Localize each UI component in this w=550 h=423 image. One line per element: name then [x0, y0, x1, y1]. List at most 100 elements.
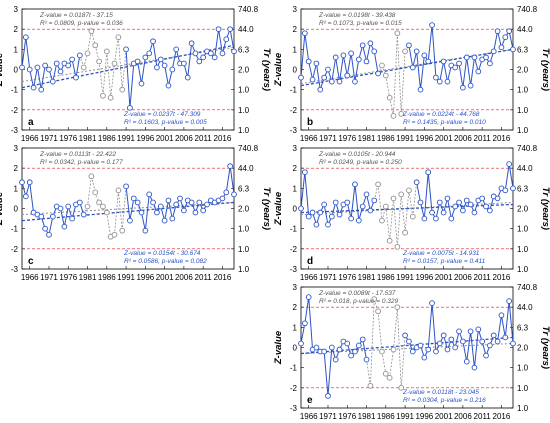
data-point	[460, 207, 466, 214]
data-point	[417, 199, 424, 206]
data-point	[313, 344, 320, 351]
data-point	[483, 54, 489, 61]
x-tick-label: 2006	[175, 134, 193, 143]
data-point	[19, 179, 25, 186]
series-segment	[346, 53, 352, 76]
series-segment	[381, 351, 387, 374]
series-segment	[40, 65, 46, 90]
data-point	[413, 48, 420, 55]
data-point	[211, 54, 218, 61]
data-point	[26, 179, 33, 186]
y2-tick-label: 1.0	[517, 404, 529, 413]
series-segment	[396, 33, 402, 114]
series-segment	[396, 307, 402, 388]
data-point	[498, 312, 505, 319]
series-segment	[366, 359, 371, 386]
data-point	[494, 195, 501, 202]
data-point	[409, 64, 416, 71]
y2-axis-title: Tr (years)	[540, 187, 550, 230]
data-point	[440, 332, 447, 339]
data-point	[119, 86, 126, 93]
y-tick-label: 2	[293, 25, 298, 34]
series-segment	[366, 43, 371, 62]
data-point	[371, 197, 378, 204]
trend-line-blue	[300, 203, 514, 214]
y2-tick-label: 2.0	[517, 66, 529, 75]
data-point	[325, 221, 331, 228]
equation-gray-1: Z-value = 0.0105t - 20.944	[318, 151, 396, 158]
series-segment	[171, 49, 177, 70]
data-point	[46, 66, 52, 73]
data-point	[123, 46, 129, 53]
data-point	[96, 58, 102, 65]
series-segment	[29, 182, 35, 213]
series-segment	[214, 29, 220, 58]
series-segment	[229, 29, 235, 52]
series-segment	[141, 212, 146, 231]
data-point	[111, 231, 118, 238]
data-point	[192, 209, 199, 216]
data-point	[471, 209, 478, 216]
x-tick-label: 2001	[156, 273, 174, 282]
data-point	[436, 199, 443, 206]
data-point	[402, 48, 408, 55]
y-tick-label: 1	[14, 184, 19, 193]
x-tick-label: 1991	[396, 273, 414, 282]
series-segment	[114, 37, 119, 64]
data-point	[231, 191, 237, 198]
data-point	[375, 181, 381, 188]
data-point	[406, 42, 412, 49]
data-point	[134, 199, 141, 206]
series-segment	[473, 329, 479, 368]
data-point	[100, 203, 106, 210]
data-point	[19, 64, 25, 71]
data-point	[467, 201, 474, 208]
data-point	[305, 294, 312, 300]
x-tick-label: 2001	[156, 134, 174, 143]
data-point	[510, 185, 516, 192]
y-tick-label: 0	[293, 205, 298, 214]
data-point	[69, 215, 75, 222]
data-point	[398, 191, 405, 198]
series-segment	[52, 63, 58, 82]
data-point	[173, 46, 180, 53]
y2-tick-label: 740.8	[517, 5, 538, 14]
y2-tick-label: 1.0	[517, 86, 529, 95]
data-point	[413, 179, 420, 186]
series-segment	[87, 176, 92, 207]
data-point	[367, 207, 374, 214]
y-tick-label: -3	[290, 265, 298, 274]
data-point	[487, 207, 493, 214]
y-tick-label: 3	[293, 5, 298, 14]
data-point	[498, 44, 505, 51]
y2-tick-label: 740.8	[238, 5, 259, 14]
data-point	[196, 58, 203, 65]
data-point	[130, 195, 137, 202]
data-point	[111, 60, 118, 67]
data-point	[494, 338, 501, 345]
x-tick-label: 2016	[493, 273, 511, 282]
series-segment	[129, 63, 135, 108]
series-segment	[229, 166, 235, 195]
data-point	[479, 195, 486, 202]
y2-tick-label: 1.0	[238, 225, 250, 234]
data-point	[309, 76, 316, 83]
data-point	[76, 52, 83, 59]
series-segment	[129, 198, 135, 221]
data-point	[386, 374, 393, 381]
y-tick-label: -1	[290, 364, 298, 373]
y-axis-title: Z-value	[273, 52, 284, 87]
y-tick-label: -3	[11, 126, 19, 135]
data-point	[421, 52, 428, 59]
data-point	[394, 304, 401, 311]
series-segment	[389, 198, 394, 241]
data-point	[169, 66, 176, 73]
data-point	[467, 328, 474, 335]
series-segment	[140, 57, 146, 84]
series-segment	[106, 212, 112, 237]
series-segment	[439, 61, 445, 82]
x-tick-label: 2011	[474, 273, 492, 282]
series-segment	[497, 315, 502, 342]
data-point	[42, 62, 48, 69]
y-tick-label: -3	[11, 265, 19, 274]
